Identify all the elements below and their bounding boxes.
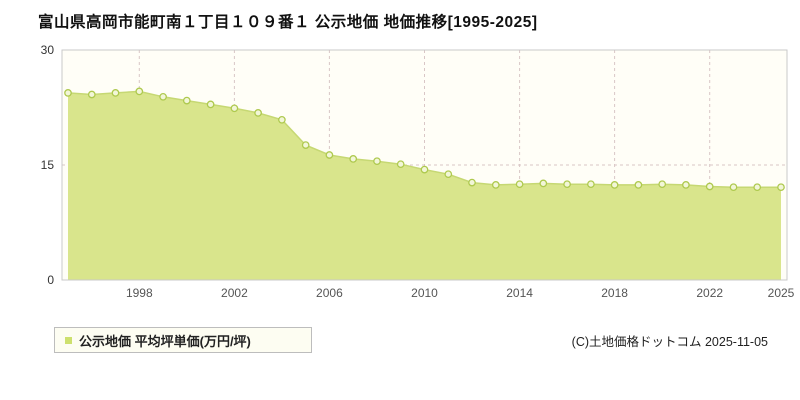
svg-text:2025: 2025 xyxy=(768,286,795,300)
page-title: 富山県高岡市能町南１丁目１０９番１ 公示地価 地価推移[1995-2025] xyxy=(38,14,538,31)
svg-text:1998: 1998 xyxy=(126,286,153,300)
svg-text:2022: 2022 xyxy=(696,286,723,300)
svg-text:15: 15 xyxy=(41,158,55,172)
price-chart: 0 15 30 1998 2002 2006 2010 2014 2018 2022 2025 xyxy=(41,43,795,300)
svg-text:2014: 2014 xyxy=(506,286,533,300)
legend-bullet-icon xyxy=(65,336,72,344)
svg-text:2010: 2010 xyxy=(411,286,438,300)
svg-text:0: 0 xyxy=(47,273,54,287)
legend-box: 公示地価 平均坪単価(万円/坪) xyxy=(54,327,312,353)
svg-text:2018: 2018 xyxy=(601,286,628,300)
copyright-text: (C)土地価格ドットコム 2025-11-05 xyxy=(571,335,768,349)
svg-text:2002: 2002 xyxy=(221,286,248,300)
svg-text:30: 30 xyxy=(41,43,55,57)
svg-text:2006: 2006 xyxy=(316,286,343,300)
legend-label: 公示地価 平均坪単価(万円/坪) xyxy=(79,333,251,349)
